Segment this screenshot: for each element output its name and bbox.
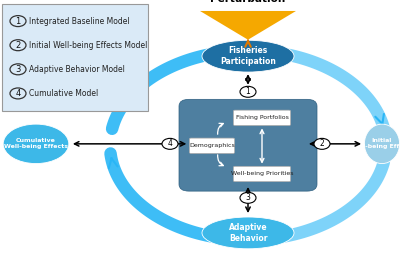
Circle shape (314, 138, 330, 149)
Text: 4: 4 (15, 89, 21, 98)
Text: Initial Well-being Effects Model: Initial Well-being Effects Model (29, 41, 148, 50)
Text: 2: 2 (320, 139, 324, 148)
FancyBboxPatch shape (2, 4, 148, 111)
Text: Cumulative Model: Cumulative Model (29, 89, 98, 98)
Text: Integrated Baseline Model: Integrated Baseline Model (29, 17, 130, 25)
Text: Adaptive Behavior Model: Adaptive Behavior Model (29, 65, 125, 74)
Ellipse shape (364, 124, 400, 164)
Text: Fishing Portfolios: Fishing Portfolios (236, 115, 288, 120)
Text: 4: 4 (168, 139, 172, 148)
Circle shape (240, 192, 256, 203)
Text: Perturbation: Perturbation (210, 0, 286, 4)
Circle shape (162, 138, 178, 149)
Text: Initial
Well-being Effects: Initial Well-being Effects (350, 138, 400, 149)
Ellipse shape (202, 217, 294, 249)
Text: Demographics: Demographics (189, 143, 235, 148)
FancyBboxPatch shape (234, 166, 290, 182)
Polygon shape (200, 11, 296, 40)
Text: Fisheries
Participation: Fisheries Participation (220, 47, 276, 66)
FancyBboxPatch shape (190, 138, 234, 153)
Ellipse shape (202, 40, 294, 72)
Circle shape (240, 86, 256, 97)
Text: Adaptive
Behavior: Adaptive Behavior (229, 223, 267, 242)
Text: 1: 1 (15, 17, 21, 25)
Text: 3: 3 (15, 65, 21, 74)
Text: 2: 2 (15, 41, 21, 50)
Text: Cumulative
Well-being Effects: Cumulative Well-being Effects (4, 138, 68, 149)
Text: 3: 3 (246, 193, 250, 202)
FancyBboxPatch shape (179, 99, 317, 191)
FancyBboxPatch shape (234, 110, 290, 125)
Text: Well-being Priorities: Well-being Priorities (231, 172, 293, 176)
Text: 1: 1 (246, 87, 250, 96)
Ellipse shape (3, 124, 69, 164)
